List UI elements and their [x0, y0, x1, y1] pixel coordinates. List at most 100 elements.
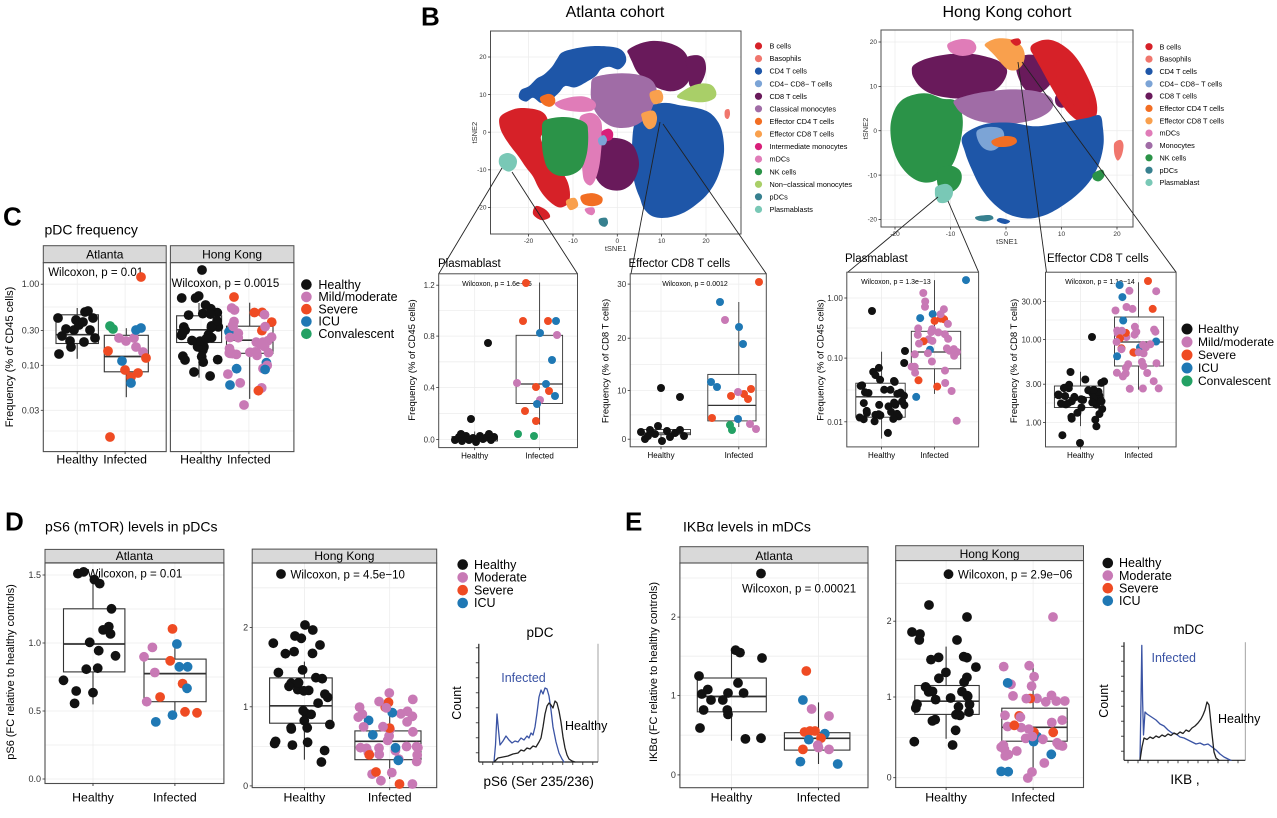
svg-text:20: 20 [479, 54, 487, 61]
svg-text:Infected: Infected [501, 671, 546, 685]
svg-text:tSNE2: tSNE2 [470, 122, 479, 144]
svg-text:-10: -10 [477, 167, 487, 174]
svg-text:Basophils: Basophils [770, 54, 802, 63]
svg-text:30.00: 30.00 [1021, 298, 1042, 307]
svg-text:mDC: mDC [1173, 622, 1204, 637]
svg-text:Non−classical monocytes: Non−classical monocytes [770, 180, 853, 189]
svg-text:-20: -20 [524, 238, 534, 245]
svg-text:Healthy: Healthy [180, 452, 223, 466]
svg-text:Wilcoxon, p = 1.3e−13: Wilcoxon, p = 1.3e−13 [861, 279, 931, 286]
svg-text:Hong Kong cohort: Hong Kong cohort [943, 4, 1073, 21]
svg-text:1.00: 1.00 [827, 294, 843, 303]
svg-text:ICU: ICU [474, 596, 496, 610]
svg-text:tSNE2: tSNE2 [861, 118, 870, 140]
svg-text:20: 20 [1113, 231, 1121, 238]
svg-text:Mild/moderate: Mild/moderate [318, 290, 397, 304]
svg-text:Frequency (% of CD8 T cells): Frequency (% of CD8 T cells) [601, 299, 612, 423]
svg-text:Healthy: Healthy [711, 791, 754, 805]
svg-text:CD8 T cells: CD8 T cells [1160, 92, 1198, 101]
svg-text:0: 0 [243, 781, 248, 791]
svg-text:-10: -10 [568, 238, 578, 245]
svg-text:ICU: ICU [1198, 361, 1219, 375]
svg-text:IKB ,: IKB , [1170, 772, 1199, 787]
svg-text:20: 20 [617, 334, 626, 343]
svg-text:30: 30 [617, 280, 626, 289]
svg-text:-20: -20 [477, 205, 487, 212]
svg-text:Effector CD4 T cells: Effector CD4 T cells [1160, 104, 1225, 113]
svg-text:2: 2 [671, 612, 676, 622]
svg-text:Effector CD4 T cells: Effector CD4 T cells [770, 117, 835, 126]
svg-text:Healthy: Healthy [284, 791, 327, 805]
svg-text:NK cells: NK cells [770, 167, 797, 176]
svg-text:1: 1 [243, 702, 248, 712]
svg-text:Healthy: Healthy [72, 791, 115, 805]
svg-text:0: 0 [622, 435, 627, 444]
svg-text:Infected: Infected [797, 791, 841, 805]
svg-text:Frequency (% of CD45 cells): Frequency (% of CD45 cells) [407, 299, 418, 420]
svg-text:10: 10 [479, 92, 487, 99]
svg-text:0.5: 0.5 [28, 706, 41, 716]
svg-text:pDCs: pDCs [770, 192, 789, 201]
svg-text:Severe: Severe [1119, 581, 1159, 595]
svg-text:0.01: 0.01 [827, 418, 843, 427]
svg-text:Hong Kong: Hong Kong [314, 549, 374, 563]
svg-text:10: 10 [658, 238, 666, 245]
svg-text:Wilcoxon, p = 4.5e−10: Wilcoxon, p = 4.5e−10 [291, 570, 405, 582]
svg-text:Atlanta cohort: Atlanta cohort [566, 4, 665, 21]
svg-text:B cells: B cells [770, 42, 792, 51]
svg-text:mDCs: mDCs [1160, 129, 1181, 138]
svg-text:Severe: Severe [474, 583, 514, 597]
svg-text:Infected: Infected [920, 451, 948, 460]
svg-text:0.4: 0.4 [424, 384, 436, 393]
svg-text:Healthy: Healthy [56, 452, 99, 466]
svg-text:Frequency (% of CD45 cells): Frequency (% of CD45 cells) [816, 299, 827, 420]
svg-text:Severe: Severe [318, 302, 358, 316]
svg-text:1.5: 1.5 [28, 570, 41, 580]
svg-text:Healthy: Healthy [461, 452, 488, 461]
svg-text:10: 10 [870, 84, 878, 91]
svg-text:0.0: 0.0 [28, 774, 41, 784]
svg-text:0.8: 0.8 [424, 332, 436, 341]
svg-text:pDC frequency: pDC frequency [45, 222, 138, 238]
svg-text:E: E [625, 507, 642, 537]
svg-text:Wilcoxon, p = 1.6e−05: Wilcoxon, p = 1.6e−05 [462, 281, 532, 288]
svg-text:-20: -20 [890, 231, 900, 238]
svg-text:Atlanta: Atlanta [755, 549, 793, 563]
svg-text:Moderate: Moderate [474, 571, 527, 585]
svg-text:Healthy: Healthy [1198, 322, 1239, 336]
svg-text:0.10: 0.10 [22, 360, 40, 370]
svg-text:10.00: 10.00 [1021, 336, 1042, 345]
svg-text:Severe: Severe [1198, 348, 1236, 362]
svg-text:Frequency (% of CD8 T cells): Frequency (% of CD8 T cells) [1009, 299, 1020, 423]
svg-text:20: 20 [702, 238, 710, 245]
svg-text:Plasmablast: Plasmablast [845, 253, 908, 265]
svg-text:IKBα levels in mDCs: IKBα levels in mDCs [683, 519, 811, 535]
svg-text:Effector CD8 T cells: Effector CD8 T cells [770, 130, 835, 139]
svg-text:Infected: Infected [368, 791, 412, 805]
svg-text:Healthy: Healthy [868, 451, 895, 460]
svg-text:10: 10 [617, 387, 626, 396]
svg-text:Hong Kong: Hong Kong [202, 248, 262, 262]
svg-text:Healthy: Healthy [925, 791, 968, 805]
svg-text:Healthy: Healthy [318, 278, 361, 292]
svg-text:Wilcoxon, p = 0.0015: Wilcoxon, p = 0.0015 [172, 278, 280, 290]
svg-text:20: 20 [870, 39, 878, 46]
svg-text:Convalescent: Convalescent [1198, 374, 1271, 388]
svg-text:Healthy: Healthy [647, 451, 674, 460]
svg-text:CD4− CD8− T cells: CD4− CD8− T cells [770, 79, 833, 88]
svg-text:Infected: Infected [525, 452, 553, 461]
svg-text:0.30: 0.30 [22, 325, 40, 335]
svg-text:Mild/moderate: Mild/moderate [1198, 335, 1274, 349]
svg-text:CD4 T cells: CD4 T cells [770, 67, 808, 76]
svg-text:CD8 T cells: CD8 T cells [770, 92, 808, 101]
svg-text:Effector CD8 T cells: Effector CD8 T cells [1047, 253, 1149, 265]
svg-text:10: 10 [1058, 231, 1066, 238]
svg-text:C: C [3, 202, 22, 232]
svg-text:0: 0 [873, 128, 877, 135]
svg-text:B cells: B cells [1160, 42, 1182, 51]
svg-text:Wilcoxon, p = 1.1e−14: Wilcoxon, p = 1.1e−14 [1065, 279, 1135, 286]
svg-text:1.0: 1.0 [28, 638, 41, 648]
svg-text:Basophils: Basophils [1160, 55, 1192, 64]
svg-text:tSNE1: tSNE1 [996, 237, 1018, 246]
svg-text:Infected: Infected [103, 452, 147, 466]
